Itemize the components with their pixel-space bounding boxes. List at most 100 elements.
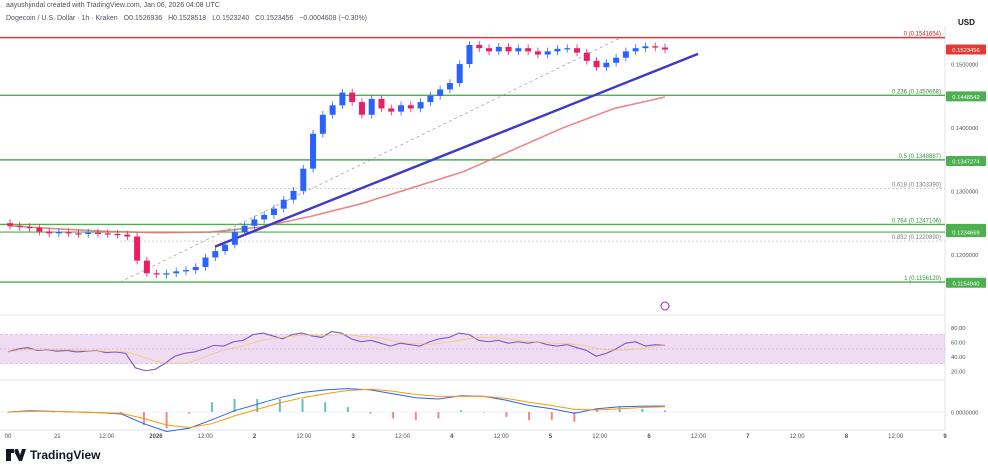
- macd-histogram-bar: [7, 412, 9, 413]
- macd-line: [7, 388, 665, 433]
- time-tick-label: 12:00: [198, 434, 214, 440]
- candle-body: [192, 266, 199, 271]
- macd-tick-label: 0.0000000: [951, 411, 978, 417]
- macd-histogram-bar: [437, 412, 440, 419]
- price-tag-label: 0.1448542: [952, 95, 979, 101]
- candle-body: [231, 232, 238, 245]
- candle-body: [398, 105, 405, 112]
- time-tick-label: 6: [647, 434, 651, 440]
- candle-body: [495, 46, 502, 52]
- fib-label: 0 (0.1541654): [904, 32, 941, 38]
- candle-body: [407, 105, 414, 109]
- fib-label: 0.832 (0.1220890): [892, 235, 941, 241]
- candle-body: [270, 208, 277, 215]
- macd-histogram-bar: [482, 412, 485, 413]
- rsi-ma-line: [7, 333, 666, 364]
- candle-body: [222, 244, 229, 252]
- macd-histogram-bar: [505, 412, 508, 417]
- macd-histogram-bar: [369, 412, 372, 414]
- fib-label: 0.236 (0.1450668): [892, 89, 941, 95]
- time-tick-label: 12:00: [395, 434, 411, 440]
- macd-signal-line: [7, 388, 666, 429]
- macd-histogram-bar: [52, 412, 55, 413]
- time-tick-label: 2: [253, 434, 257, 440]
- time-tick-label: 12:00: [592, 434, 608, 440]
- time-tick-label: 12:00: [888, 434, 904, 440]
- macd-histogram-bar: [550, 412, 553, 421]
- candle-body: [114, 233, 121, 236]
- time-tick-label: 4: [450, 434, 454, 440]
- candle-body: [358, 102, 365, 115]
- time-tick-label: 8: [845, 434, 849, 440]
- ohlc-high: H0.1528518: [168, 15, 207, 22]
- price-tag-label: 0.1523456: [952, 48, 979, 54]
- candle-body: [378, 98, 385, 109]
- candle-body: [55, 232, 62, 234]
- candle-body: [505, 46, 512, 52]
- candle-body: [36, 227, 43, 232]
- candle-body: [300, 168, 307, 191]
- candle-body: [583, 52, 590, 61]
- time-tick-label: 3: [352, 434, 356, 440]
- tradingview-brand[interactable]: TradingView: [6, 448, 100, 462]
- candle-body: [622, 51, 629, 58]
- price-tag-label: 0.1154940: [953, 281, 980, 287]
- candle-body: [329, 105, 336, 115]
- candle-body: [349, 92, 356, 103]
- candle-body: [163, 273, 170, 275]
- macd-histogram-bar: [324, 402, 327, 412]
- rsi-tick-label: 40.00: [951, 355, 966, 361]
- time-tick-label: 12:00: [99, 434, 115, 440]
- price-tick-label: 0.1200000: [951, 253, 978, 259]
- macd-histogram-bar: [188, 412, 191, 414]
- macd-histogram-bar: [233, 399, 236, 412]
- ohlc-change: −0.0004608 (−0.30%): [299, 15, 368, 22]
- rsi-tick-label: 60.00: [951, 340, 966, 346]
- macd-histogram-bar: [618, 407, 621, 412]
- candle-body: [182, 270, 189, 272]
- candle-body: [554, 48, 561, 52]
- candle-body: [603, 62, 610, 68]
- candle-body: [662, 47, 668, 50]
- candle-body: [65, 232, 72, 234]
- macd-histogram-bar: [301, 399, 304, 412]
- candle-body: [124, 234, 131, 237]
- time-tick-label: 7: [746, 434, 750, 440]
- time-tick-label: 5: [549, 434, 553, 440]
- candle-body: [46, 231, 53, 234]
- candle-body: [417, 102, 424, 109]
- chart-credit: aayushjindal created with TradingView.co…: [6, 2, 220, 9]
- macd-histogram-bar: [460, 410, 463, 412]
- candle-body: [446, 83, 453, 90]
- rsi-tick-label: 80.00: [951, 326, 966, 332]
- price-tag: [946, 227, 986, 238]
- macd-histogram-bar: [256, 399, 259, 412]
- candle-body: [456, 64, 463, 84]
- price-tag: [946, 156, 986, 167]
- candle-body: [251, 219, 258, 226]
- time-tick-label: 12:00: [296, 434, 312, 440]
- candle-body: [134, 236, 141, 261]
- candle-body: [466, 45, 473, 65]
- macd-histogram-bar: [528, 412, 531, 421]
- ohlc-close: C0.1523456: [255, 15, 294, 22]
- price-tick-label: 0.1300000: [951, 189, 978, 195]
- macd-histogram-bar: [664, 410, 666, 412]
- candle-body: [525, 48, 532, 52]
- candle-body: [388, 108, 395, 112]
- candle-body: [261, 214, 268, 220]
- price-tag-label: 0.1234669: [952, 231, 979, 237]
- candle-body: [85, 232, 92, 234]
- candle-body: [632, 48, 639, 52]
- time-tick-label: 9: [943, 434, 947, 440]
- fib-label: 1 (0.1156120): [904, 276, 941, 282]
- candle-body: [574, 48, 581, 53]
- candle-body: [368, 98, 375, 115]
- candle-body: [153, 273, 160, 275]
- symbol-title[interactable]: Dogecoin / U.S. Dollar · 1h · Kraken: [6, 15, 118, 22]
- candle-body: [16, 225, 23, 228]
- macd-histogram-bar: [392, 412, 395, 419]
- candle-body: [241, 225, 248, 233]
